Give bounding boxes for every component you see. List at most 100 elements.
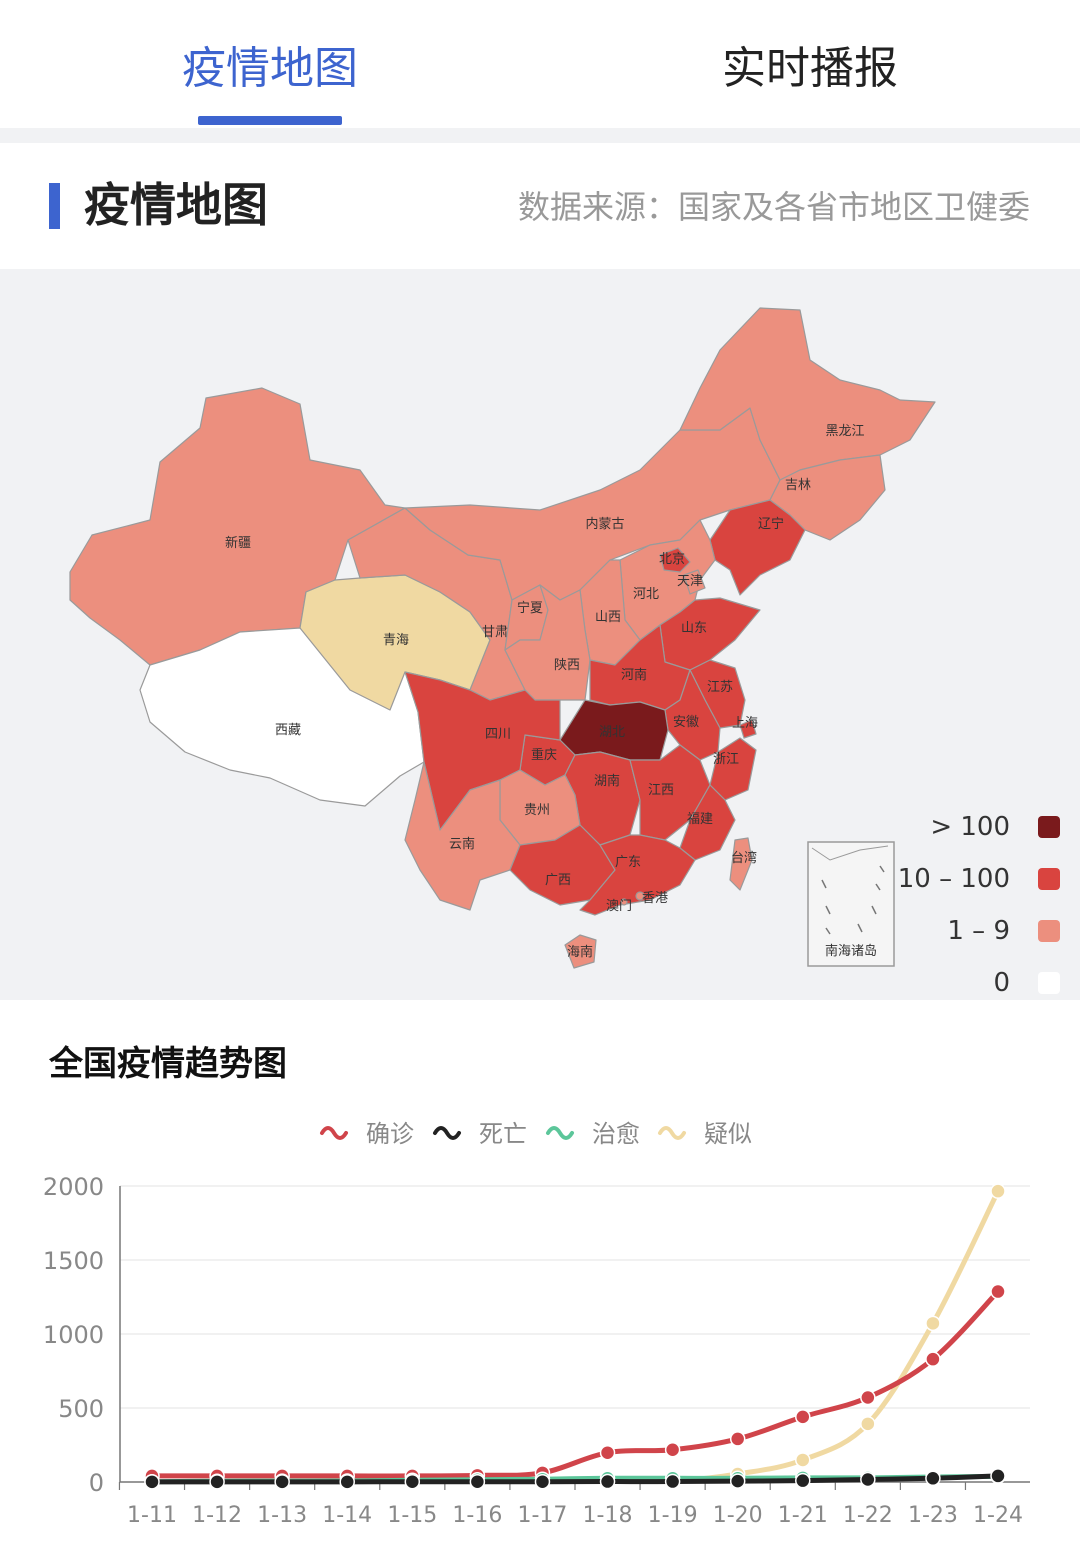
data-point[interactable] [795,1472,811,1489]
legend-label: 1 – 9 [947,916,1010,946]
province-macau[interactable] [620,898,628,906]
x-tick-label: 1-12 [192,1503,242,1528]
data-point[interactable] [990,1183,1006,1199]
data-point[interactable] [860,1471,876,1488]
section-title: 疫情地图 [84,178,268,232]
legend-swatch [1038,816,1060,838]
province-label: 浙江 [713,752,739,767]
province-tianjin[interactable] [683,569,706,595]
data-point[interactable] [664,1441,681,1458]
x-tick-label: 1-11 [127,1503,177,1528]
province-label: 北京 [659,552,685,567]
legend-series-label[interactable]: 确诊 [366,1120,414,1148]
trend-card: 全国疫情趋势图 0 500 1000 1500 2000 1-11 1-12 1-13 1-14… [0,1000,1080,1555]
province-label: 辽宁 [758,516,784,532]
data-point[interactable] [664,1473,681,1490]
data-point[interactable] [860,1416,876,1432]
province-guangdong[interactable] [579,834,696,916]
x-tick-label: 1-24 [973,1503,1023,1528]
data-point[interactable] [860,1389,876,1406]
province-beijing[interactable] [659,547,691,573]
tab-epidemic-map-label: 疫情地图 [182,43,358,94]
x-tick-label: 1-13 [257,1503,307,1528]
y-tick-label: 1500 [43,1247,104,1275]
province-label: 内蒙古 [585,516,624,532]
data-point[interactable] [144,1474,160,1490]
legend-series-label[interactable]: 治愈 [592,1120,640,1148]
province-label: 香港 [642,891,668,906]
data-point[interactable] [925,1315,941,1332]
data-point[interactable] [795,1409,811,1425]
province-shanghai[interactable] [739,719,757,739]
legend-wave-icon [433,1126,461,1140]
active-tab-indicator [198,116,342,125]
province-label: 江西 [648,783,674,798]
trend-chart: 0 500 1000 1500 2000 1-11 1-12 1-13 1-14 1-15 1-16… [43,1120,1030,1528]
province-hongkong[interactable] [635,891,645,901]
data-point[interactable] [404,1473,421,1490]
legend-label: > 100 [930,812,1010,842]
legend-swatch [1038,920,1060,942]
province-yunnan[interactable] [404,761,521,911]
x-tick-label: 1-23 [908,1503,958,1528]
province-neimenggu[interactable] [404,407,781,601]
province-label: 陕西 [554,658,580,673]
province-label: 云南 [449,836,475,852]
province-label: 吉林 [785,478,811,493]
province-label: 新疆 [225,535,251,551]
data-point[interactable] [795,1452,811,1468]
province-label: 西藏 [275,723,301,738]
province-label: 澳门 [606,898,632,914]
province-label: 台湾 [731,850,757,866]
data-point[interactable] [990,1283,1006,1300]
province-anhui[interactable] [664,669,721,761]
data-point[interactable] [534,1473,551,1490]
legend-series-label[interactable]: 死亡 [479,1120,527,1148]
tab-live-report-label: 实时播报 [722,43,898,94]
province-label: 重庆 [531,747,557,763]
province-liaoning[interactable] [709,499,806,596]
province-label: 宁夏 [517,600,543,616]
x-tick-label: 1-19 [648,1503,698,1528]
china-map: 南海诸岛 新疆 西藏 青海 甘肃 内蒙古 黑龙江 吉林 辽宁 北京 天津 河北 山西 宁夏 陕西 山东 河南江… [0,269,1080,1053]
data-point[interactable] [339,1474,355,1490]
province-label: 甘肃 [482,625,508,640]
data-point[interactable] [209,1474,225,1490]
data-point[interactable] [274,1474,290,1490]
data-point[interactable] [990,1468,1006,1484]
x-tick-label: 1-22 [843,1503,893,1528]
legend-swatch [1038,868,1060,890]
province-label: 四川 [485,727,511,742]
legend-item-10-100[interactable]: 10 – 100 [898,859,1060,899]
data-point[interactable] [599,1444,616,1461]
x-tick-label: 1-17 [517,1503,567,1528]
data-point[interactable] [925,1470,941,1487]
province-hainan[interactable] [564,934,597,969]
province-label: 江苏 [707,679,733,695]
legend-series-label[interactable]: 疑似 [704,1120,752,1148]
legend-item-gt100[interactable]: > 100 [930,807,1060,847]
tab-epidemic-map[interactable]: 疫情地图 [0,0,540,128]
legend-item-1-9[interactable]: 1 – 9 [947,911,1060,951]
province-label: 广东 [615,855,641,870]
data-point[interactable] [729,1473,746,1489]
data-point[interactable] [469,1473,486,1490]
legend-item-0[interactable]: 0 [993,963,1060,1003]
province-label: 山西 [595,610,621,625]
legend-label: 0 [993,968,1010,998]
province-label: 河北 [633,587,659,602]
map-card-header: 疫情地图 数据来源：国家及各省市地区卫健委 [0,143,1080,269]
province-heilongjiang[interactable] [679,307,936,481]
data-point[interactable] [729,1431,746,1447]
data-point[interactable] [599,1473,616,1490]
legend-wave-icon [658,1126,686,1140]
province-label: 福建 [687,812,713,827]
province-label: 上海 [732,716,758,731]
tab-live-report[interactable]: 实时播报 [540,0,1080,128]
data-point[interactable] [925,1351,941,1367]
province-taiwan[interactable] [729,837,753,891]
legend-wave-icon [320,1126,348,1140]
province-label: 湖北 [599,725,625,740]
data-source-note: 数据来源：国家及各省市地区卫健委 [517,188,1030,226]
x-tick-label: 1-21 [778,1503,828,1528]
